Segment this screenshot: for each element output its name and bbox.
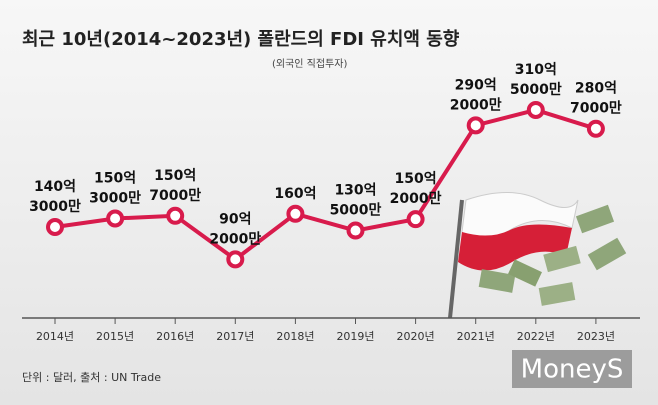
data-label: 280억 7000만 — [570, 81, 622, 117]
point — [586, 119, 605, 138]
data-label: 140억 3000만 — [29, 179, 81, 215]
data-label: 160억 — [274, 186, 316, 202]
data-label-line: 7000만 — [149, 188, 201, 204]
x-tick-label: 2023년 — [577, 330, 615, 343]
data-line — [54, 107, 597, 262]
data-label-line: 150억 — [154, 168, 196, 184]
data-label-line: 280억 — [575, 81, 617, 97]
source: 단위 : 달러, 출처 : UN Trade — [22, 371, 161, 384]
data-label: 150억 7000만 — [149, 168, 201, 204]
x-tick-label: 2017년 — [216, 330, 254, 343]
data-label: 130억 5000만 — [330, 183, 382, 219]
data-label-line: 3000만 — [29, 199, 81, 215]
data-label-line: 290억 — [455, 77, 497, 93]
data-label-line: 7000만 — [570, 101, 622, 117]
data-label-line: 150억 — [94, 170, 136, 186]
data-label: 90억 2000만 — [209, 211, 261, 247]
data-label: 150억 2000만 — [390, 171, 442, 207]
x-tick-label: 2019년 — [336, 330, 374, 343]
subtitle: (외국인 직접투자) — [272, 58, 347, 70]
data-label: 290억 2000만 — [450, 77, 502, 113]
point — [286, 204, 305, 223]
data-label-line: 140억 — [34, 179, 76, 195]
data-label: 150억 3000만 — [89, 170, 141, 206]
point — [226, 250, 245, 269]
data-label: 310억 5000만 — [510, 62, 562, 98]
data-label-line: 5000만 — [330, 203, 382, 219]
x-tick-label: 2016년 — [156, 330, 194, 343]
watermark: MoneyS — [521, 355, 624, 385]
watermark-box: MoneyS — [512, 350, 632, 388]
data-label-line: 160억 — [274, 186, 316, 202]
data-label-line: 310억 — [515, 62, 557, 78]
flag-illustration — [448, 192, 627, 319]
data-label-line: 130억 — [334, 183, 376, 199]
point — [106, 209, 125, 228]
x-tick-label: 2022년 — [517, 330, 555, 343]
x-tick-label: 2020년 — [397, 330, 435, 343]
point — [166, 206, 185, 225]
point — [526, 100, 545, 119]
point — [346, 221, 365, 240]
point — [46, 217, 64, 236]
x-tick-label: 2021년 — [457, 330, 495, 343]
data-label-line: 90억 — [219, 211, 251, 227]
x-tick-label: 2015년 — [96, 330, 134, 343]
data-label-line: 5000만 — [510, 82, 562, 98]
data-label-line: 3000만 — [89, 190, 141, 206]
point — [466, 116, 485, 135]
data-label-line: 2000만 — [390, 191, 442, 207]
x-tick-label: 2018년 — [276, 330, 314, 343]
x-tick-label: 2014년 — [36, 330, 74, 343]
chart-title: 최근 10년(2014~2023년) 폴란드의 FDI 유치액 동향 — [22, 29, 460, 50]
point — [406, 210, 425, 229]
data-label-line: 150억 — [395, 171, 437, 187]
data-label-line: 2000만 — [450, 97, 502, 113]
data-label-line: 2000만 — [209, 231, 261, 247]
